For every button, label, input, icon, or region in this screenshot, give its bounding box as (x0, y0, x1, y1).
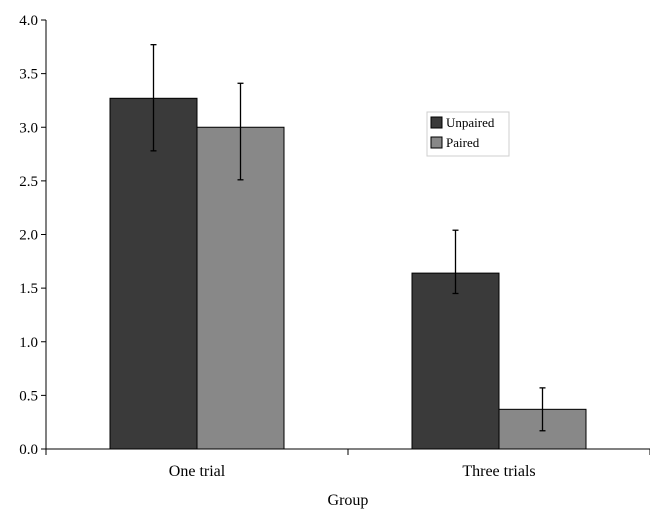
y-tick-label: 2.5 (19, 174, 38, 190)
y-tick-label: 1.5 (19, 281, 38, 297)
x-axis: One trial Three trials (45, 448, 650, 480)
y-tick-label: 4.0 (19, 13, 38, 29)
legend-swatch (430, 136, 443, 149)
x-category-label: Three trials (462, 463, 535, 480)
bar (411, 272, 500, 450)
y-tick-label: 0.0 (19, 442, 38, 458)
bars (109, 97, 587, 450)
legend: Unpaired Paired (426, 111, 510, 157)
y-tick-label: 3.0 (19, 120, 38, 136)
x-axis-title: Group (328, 492, 369, 509)
y-tick-label: 1.0 (19, 335, 38, 351)
x-category-label: One trial (169, 463, 226, 480)
error-bars (150, 44, 546, 432)
y-tick-label: 3.5 (19, 67, 38, 83)
y-tick-label: 2.0 (19, 228, 38, 244)
y-axis: 0.0 0.5 1.0 1.5 2.0 2.5 3.0 3.5 4.0 (19, 13, 47, 458)
legend-label: Paired (446, 135, 480, 150)
legend-label: Unpaired (446, 115, 495, 130)
bar (196, 126, 285, 450)
legend-swatch (430, 116, 443, 129)
y-tick-label: 0.5 (19, 388, 38, 404)
bar (109, 97, 198, 450)
